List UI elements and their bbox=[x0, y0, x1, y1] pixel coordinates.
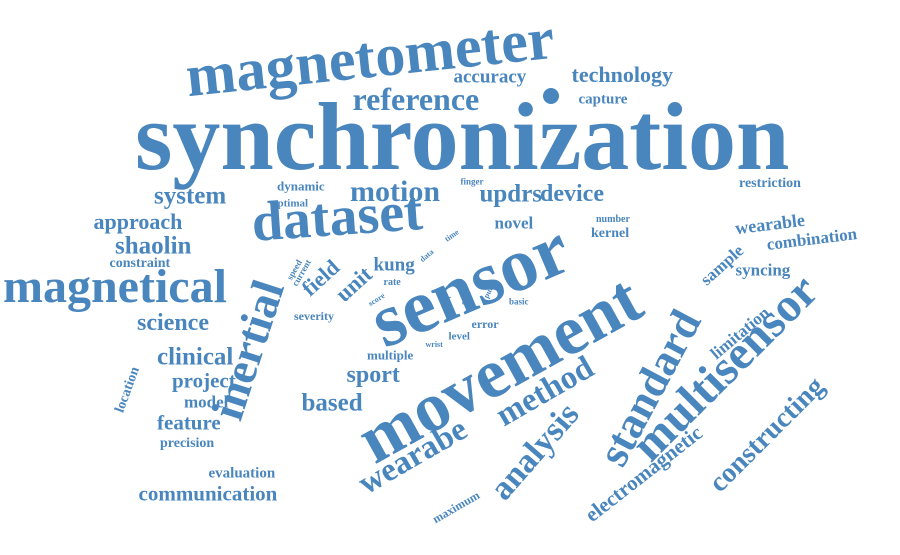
cloud-word-feature: feature bbox=[157, 413, 221, 434]
cloud-word-science: science bbox=[137, 311, 209, 335]
cloud-word-based: based bbox=[302, 391, 363, 416]
cloud-word-novel: novel bbox=[495, 215, 534, 232]
cloud-word-precision: precision bbox=[160, 437, 214, 451]
cloud-word-updrs: updrs bbox=[480, 182, 543, 207]
cloud-word-syncing: syncing bbox=[736, 262, 791, 279]
cloud-word-communication: communication bbox=[139, 484, 278, 505]
cloud-word-model: model bbox=[184, 394, 228, 411]
cloud-word-error: error bbox=[472, 318, 499, 330]
cloud-word-cost: cost bbox=[462, 300, 474, 307]
cloud-word-location: location bbox=[114, 365, 143, 414]
cloud-word-accuracy: accuracy bbox=[454, 68, 527, 87]
cloud-word-number: number bbox=[596, 215, 630, 225]
cloud-word-project: project bbox=[172, 371, 236, 392]
cloud-word-system: system bbox=[154, 184, 226, 209]
cloud-word-reference: reference bbox=[353, 83, 480, 115]
cloud-word-time: time bbox=[444, 228, 461, 243]
cloud-word-dynamic: dynamic bbox=[277, 180, 325, 193]
cloud-word-approach: approach bbox=[94, 211, 183, 233]
cloud-word-shaolin: shaolin bbox=[115, 234, 191, 259]
cloud-word-kernel: kernel bbox=[591, 227, 629, 241]
cloud-word-sport: sport bbox=[347, 363, 400, 387]
cloud-word-motion: motion bbox=[350, 177, 440, 207]
cloud-word-multiple: multiple bbox=[367, 349, 413, 362]
cloud-word-clinical: clinical bbox=[157, 345, 233, 370]
cloud-word-constraint: constraint bbox=[110, 257, 171, 271]
cloud-word-restriction: restriction bbox=[739, 177, 801, 191]
cloud-word-finger: finger bbox=[461, 178, 484, 187]
cloud-word-wrist: wrist bbox=[426, 341, 443, 349]
cloud-word-level: level bbox=[449, 332, 470, 343]
cloud-word-kung: kung bbox=[374, 256, 415, 275]
cloud-word-severity: severity bbox=[294, 310, 334, 322]
cloud-word-basic: basic bbox=[509, 298, 529, 307]
cloud-word-capture: capture bbox=[579, 93, 628, 108]
cloud-word-optimal: optimal bbox=[272, 199, 308, 210]
cloud-word-rate: rate bbox=[384, 278, 401, 288]
cloud-word-maximum: maximum bbox=[430, 489, 481, 525]
cloud-word-device: device bbox=[540, 182, 604, 206]
cloud-word-evaluation: evaluation bbox=[209, 467, 276, 482]
cloud-word-technology: technology bbox=[572, 64, 673, 86]
